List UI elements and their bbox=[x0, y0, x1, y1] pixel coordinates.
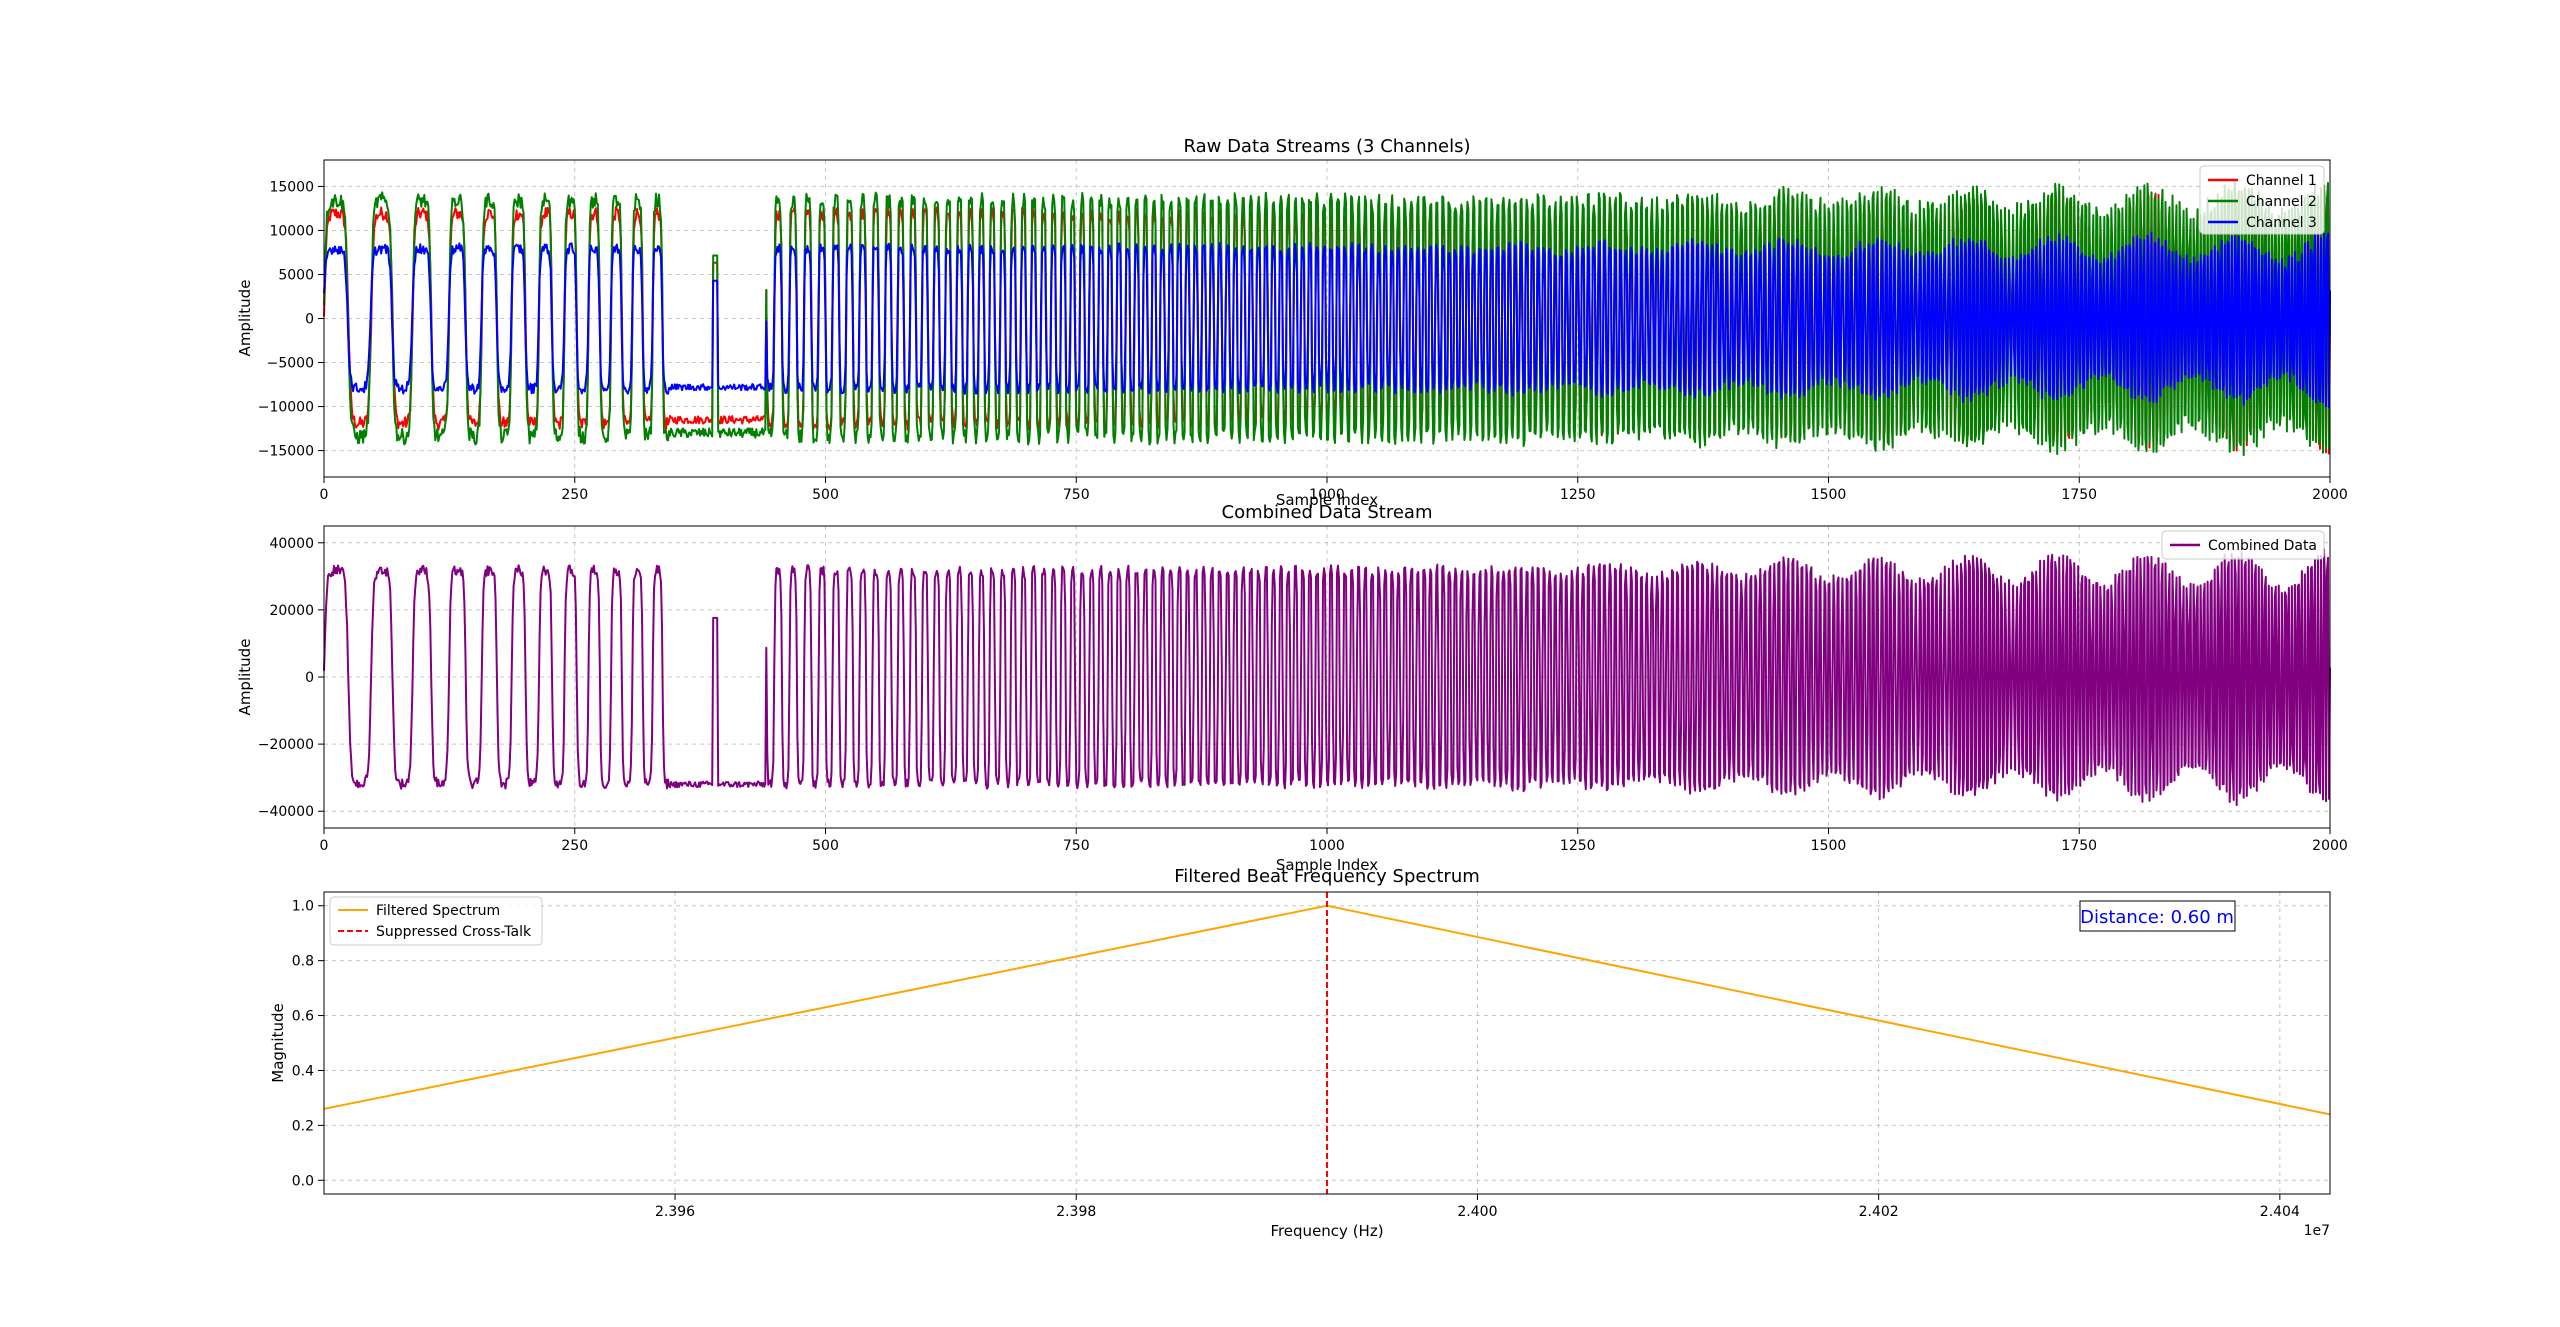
panel3-title: Filtered Beat Frequency Spectrum bbox=[1174, 866, 1480, 887]
y-tick-label: 0.0 bbox=[292, 1173, 314, 1189]
y-tick-label: 0.6 bbox=[292, 1009, 314, 1025]
y-tick-label: −5000 bbox=[267, 356, 314, 372]
panel1-xlabel: Sample Index bbox=[1276, 491, 1378, 509]
combined-data-stream-panel: Combined Data Stream 0 250 500 750 1000 1250 1… bbox=[236, 502, 2348, 874]
panel2-title: Combined Data Stream bbox=[1222, 502, 1433, 523]
legend-channel-1-label: Channel 1 bbox=[2246, 173, 2317, 189]
y-tick-label: 20000 bbox=[269, 603, 314, 619]
series-combined-data-line bbox=[323, 548, 2331, 807]
x-tick-label: 1500 bbox=[1811, 487, 1847, 503]
y-tick-label: 0.2 bbox=[292, 1118, 314, 1134]
legend-channel-2-label: Channel 2 bbox=[2246, 194, 2317, 210]
y-tick-label: 5000 bbox=[278, 267, 314, 283]
panel1-ylabel: Amplitude bbox=[236, 280, 254, 357]
panel3-frame bbox=[323, 891, 2331, 1195]
legend-channel-3-label: Channel 3 bbox=[2246, 215, 2317, 231]
panel3-legend: Filtered Spectrum Suppressed Cross-Talk bbox=[329, 896, 543, 946]
x-tick-label: 2000 bbox=[2312, 838, 2348, 854]
panel3-ylabel: Magnitude bbox=[269, 1003, 287, 1082]
x-tick-label: 1750 bbox=[2061, 838, 2097, 854]
x-tick-label: 750 bbox=[1063, 487, 1090, 503]
panel1-ticks: 0 250 500 750 1000 1250 1500 1750 2000 −15000 −100… bbox=[258, 179, 2348, 503]
panel1-lines bbox=[323, 180, 2331, 457]
panel2-lines bbox=[323, 548, 2331, 807]
y-tick-label: 0 bbox=[305, 670, 314, 686]
x-tick-label: 1750 bbox=[2061, 487, 2097, 503]
distance-annotation: Distance: 0.60 m bbox=[2079, 900, 2236, 932]
x-tick-label: 250 bbox=[561, 487, 588, 503]
y-tick-label: −40000 bbox=[258, 804, 314, 820]
y-tick-label: 1.0 bbox=[292, 899, 314, 915]
y-tick-label: 15000 bbox=[269, 179, 314, 195]
distance-annotation-text: Distance: 0.60 m bbox=[2080, 907, 2234, 928]
y-tick-label: −10000 bbox=[258, 400, 314, 416]
x-tick-label: 1500 bbox=[1811, 838, 1847, 854]
x-tick-label: 2.398 bbox=[1056, 1204, 1096, 1220]
x-tick-label: 2.396 bbox=[655, 1204, 695, 1220]
panel2-legend: Combined Data bbox=[2161, 530, 2325, 560]
y-tick-label: 10000 bbox=[269, 223, 314, 239]
y-tick-label: −15000 bbox=[258, 444, 314, 460]
y-tick-label: −20000 bbox=[258, 737, 314, 753]
panel2-ylabel: Amplitude bbox=[236, 639, 254, 716]
panel2-xlabel: Sample Index bbox=[1276, 856, 1378, 874]
panel3-xlabel: Frequency (Hz) bbox=[1270, 1222, 1383, 1240]
panel3-ticks: 2.396 2.398 2.400 2.402 2.404 0.0 0.2 0.4 0.6 0.8… bbox=[292, 899, 2300, 1220]
legend-combined-label: Combined Data bbox=[2208, 538, 2317, 554]
x-tick-label: 750 bbox=[1063, 838, 1090, 854]
y-tick-label: 0 bbox=[305, 312, 314, 328]
x-tick-label: 1000 bbox=[1309, 487, 1345, 503]
x-tick-label: 0 bbox=[320, 487, 329, 503]
legend-cross-talk-label: Suppressed Cross-Talk bbox=[376, 924, 532, 940]
panel2-ticks: 0 250 500 750 1000 1250 1500 1750 2000 −40000 −200… bbox=[258, 536, 2348, 854]
series-channel-2-line bbox=[323, 180, 2331, 457]
x-tick-label: 500 bbox=[812, 838, 839, 854]
x-tick-label: 0 bbox=[320, 838, 329, 854]
x-tick-label: 1250 bbox=[1560, 487, 1596, 503]
panel3-lines bbox=[323, 892, 2331, 1194]
panel1-title: Raw Data Streams (3 Channels) bbox=[1183, 136, 1470, 157]
y-tick-label: 0.8 bbox=[292, 954, 314, 970]
x-tick-label: 500 bbox=[812, 487, 839, 503]
x-tick-label: 1000 bbox=[1309, 838, 1345, 854]
x-tick-label: 2.404 bbox=[2260, 1204, 2300, 1220]
x-tick-label: 2000 bbox=[2312, 487, 2348, 503]
x-tick-label: 250 bbox=[561, 838, 588, 854]
x-tick-label: 2.400 bbox=[1457, 1204, 1497, 1220]
beat-frequency-spectrum-panel: Filtered Beat Frequency Spectrum 2.396 2.… bbox=[269, 866, 2331, 1240]
y-tick-label: 40000 bbox=[269, 536, 314, 552]
panel3-x-offset-label: 1e7 bbox=[2304, 1223, 2330, 1239]
x-tick-label: 1250 bbox=[1560, 838, 1596, 854]
y-tick-label: 0.4 bbox=[292, 1063, 314, 1079]
raw-data-streams-panel: Raw Data Streams (3 Channels) 0 250 500 750… bbox=[236, 136, 2348, 509]
series-channel-3-line bbox=[323, 231, 2331, 409]
panel1-legend: Channel 1 Channel 2 Channel 3 bbox=[2199, 165, 2325, 235]
x-tick-label: 2.402 bbox=[1859, 1204, 1899, 1220]
legend-filtered-spectrum-label: Filtered Spectrum bbox=[376, 903, 500, 919]
